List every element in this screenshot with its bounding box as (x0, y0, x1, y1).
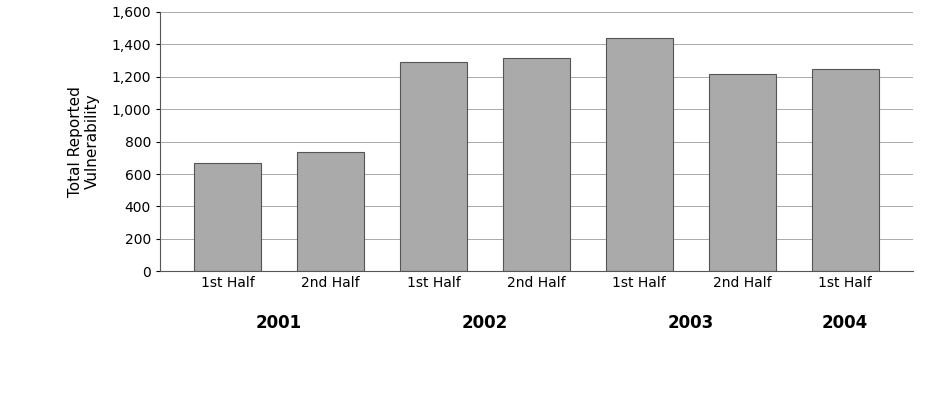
Bar (502, 58, 570, 271)
Text: 2004: 2004 (822, 314, 869, 332)
Bar (812, 69, 879, 271)
Bar (606, 38, 673, 271)
Text: 2002: 2002 (462, 314, 508, 332)
Bar (709, 73, 775, 271)
Text: 2001: 2001 (256, 314, 302, 332)
Bar (194, 163, 261, 271)
Bar (400, 62, 467, 271)
Y-axis label: Total Reported
Vulnerability: Total Reported Vulnerability (68, 86, 100, 197)
Text: 2003: 2003 (667, 314, 714, 332)
Bar (297, 152, 364, 271)
